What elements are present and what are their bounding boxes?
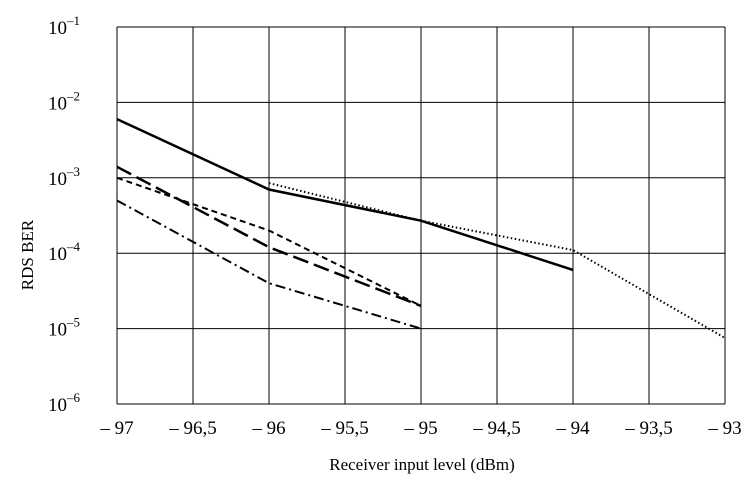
y-tick-label-1: 10–2	[48, 88, 80, 114]
x-tick-label-2: – 96	[251, 418, 285, 439]
y-tick-label-5: 10–6	[48, 390, 81, 416]
y-tick-label-0: 10–1	[48, 13, 80, 39]
y-tick-label-3: 10–4	[48, 239, 81, 265]
x-tick-label-1: – 96,5	[168, 418, 217, 439]
x-tick-label-6: – 94	[555, 418, 590, 439]
y-tick-label-2: 10–3	[48, 164, 80, 190]
x-tick-labels: – 97 – 96,5 – 96 – 95,5 – 95 – 94,5 – 94 – 93,5…	[99, 418, 741, 439]
series-layer	[116, 117, 726, 339]
series-line-long-dash	[116, 165, 422, 308]
series-line-short-dash	[116, 176, 422, 307]
x-tick-label-3: – 95,5	[320, 418, 369, 439]
x-axis-label: Receiver input level (dBm)	[329, 455, 515, 474]
x-tick-label-7: – 93,5	[624, 418, 673, 439]
x-tick-label-0: – 97	[99, 418, 133, 439]
grid	[116, 26, 726, 405]
y-axis-label: RDS BER	[18, 219, 37, 290]
y-tick-label-4: 10–5	[48, 315, 80, 341]
y-tick-labels: 10–1 10–2 10–3 10–4 10–5 10–6	[48, 13, 81, 416]
series-line-solid	[116, 117, 574, 272]
x-tick-label-8: – 93	[707, 418, 741, 439]
x-tick-label-5: – 94,5	[472, 418, 521, 439]
x-tick-label-4: – 95	[403, 418, 437, 439]
